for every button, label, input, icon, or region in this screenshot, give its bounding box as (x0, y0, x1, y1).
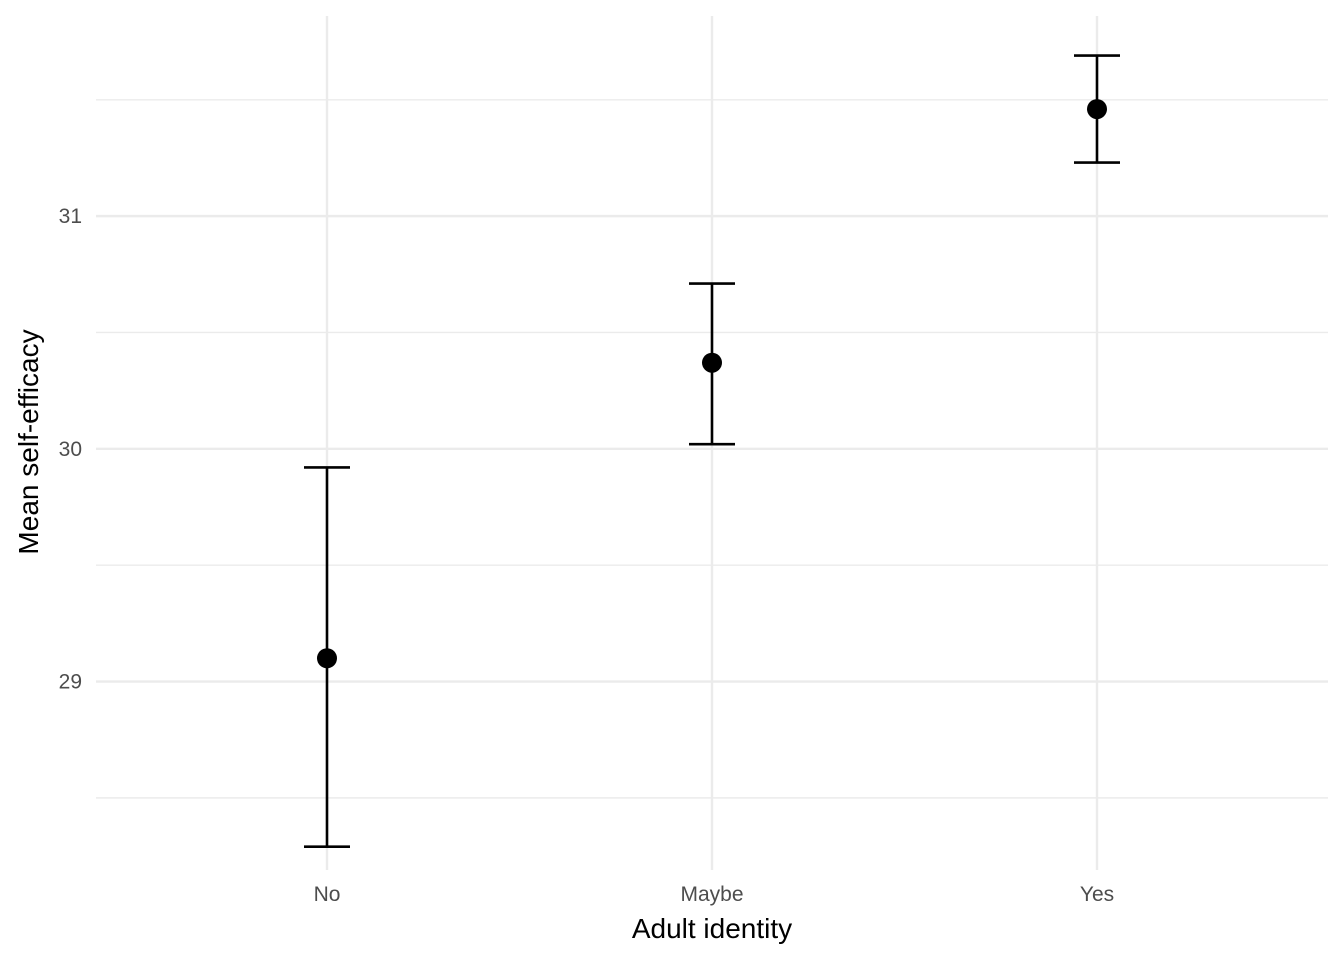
x-axis-title: Adult identity (632, 913, 792, 944)
y-tick-label: 29 (59, 671, 82, 694)
mean-point (702, 352, 722, 373)
point-layer (317, 99, 1107, 669)
mean-point (317, 648, 337, 669)
x-tick-label: No (314, 883, 341, 906)
y-tick-label: 30 (59, 438, 82, 461)
y-tick-label: 31 (59, 205, 82, 228)
mean-point (1087, 99, 1107, 120)
x-tick-label: Maybe (680, 883, 743, 906)
y-tick-labels: 29 30 31 (59, 205, 82, 693)
y-axis-title: Mean self-efficacy (13, 329, 44, 554)
x-tick-labels: No Maybe Yes (314, 883, 1115, 906)
x-tick-label: Yes (1080, 883, 1114, 906)
